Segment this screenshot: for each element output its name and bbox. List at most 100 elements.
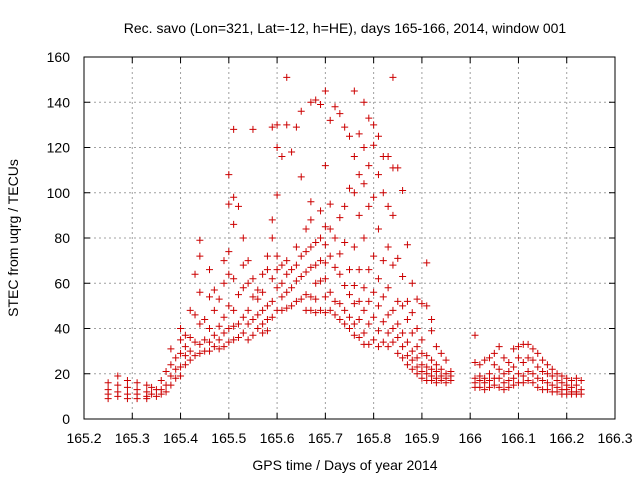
data-point [510,374,518,382]
data-point [403,338,411,346]
data-point [384,343,392,351]
data-point [177,325,185,332]
data-point [543,361,551,369]
data-point [196,288,204,296]
y-tick-label: 0 [62,411,70,427]
data-point [524,367,532,375]
data-point [283,270,291,278]
data-point [365,162,373,170]
data-point [495,383,503,391]
data-point [331,263,339,271]
data-point [263,315,271,323]
data-point [148,390,156,398]
data-point [321,241,329,249]
data-point [408,356,416,364]
data-point [500,370,508,378]
data-point [331,297,339,305]
data-point [505,383,513,391]
data-point [302,248,310,256]
data-point [543,386,551,394]
data-point [230,275,238,283]
data-point [220,329,228,337]
data-point [288,302,296,310]
data-point [534,374,542,382]
data-point [350,153,358,161]
data-point [239,329,247,337]
data-point [317,306,325,314]
data-point [428,327,436,335]
data-point [558,372,566,380]
data-point [514,354,522,362]
data-point [428,377,436,385]
data-point [418,300,426,308]
data-point [321,87,329,95]
data-point [476,383,484,391]
data-point [341,239,349,247]
data-point [577,390,585,398]
data-point [500,386,508,394]
data-point [167,372,175,380]
data-point [413,295,421,303]
data-point [143,381,151,389]
data-point [418,367,426,375]
data-point [350,331,358,339]
data-point [210,343,218,351]
data-point [471,331,479,339]
data-point [355,334,363,342]
data-point [273,252,281,260]
data-point [312,239,320,247]
data-point [307,198,315,206]
data-point [181,331,189,339]
data-point [370,313,378,321]
data-point [437,349,445,357]
data-point [292,297,300,305]
data-point [403,297,411,305]
data-point [254,295,262,303]
data-point [389,211,397,219]
data-point [268,123,276,131]
data-point [384,284,392,292]
data-point [157,377,165,385]
data-point [505,377,513,385]
data-point [553,388,561,396]
data-point [399,186,407,194]
data-point [437,377,445,385]
data-point [413,370,421,378]
data-point [249,275,257,283]
data-point [152,392,160,400]
data-point [355,315,363,323]
data-point [206,347,214,355]
data-point [394,334,402,342]
data-point [230,220,238,228]
data-point [278,153,286,161]
data-point [259,329,267,337]
data-point [428,365,436,373]
data-point [350,189,358,197]
x-tick-label: 165.9 [404,430,439,446]
data-point [341,282,349,290]
data-point [370,288,378,296]
data-point [181,352,189,360]
data-point [244,306,252,314]
data-point [548,365,556,373]
data-point [500,379,508,387]
data-point [403,361,411,369]
data-point [529,345,537,353]
data-point [519,358,527,366]
data-point [384,202,392,210]
data-point [476,377,484,385]
data-point [249,331,257,339]
data-point [225,270,233,278]
data-point [215,295,223,303]
data-point [524,354,532,362]
data-point [321,293,329,301]
data-point [268,216,276,224]
data-point [177,336,185,344]
data-point [341,123,349,131]
data-point [534,349,542,357]
data-point [394,349,402,357]
data-point [370,193,378,201]
data-point [104,379,112,387]
data-point [225,302,233,310]
data-point [157,390,165,398]
